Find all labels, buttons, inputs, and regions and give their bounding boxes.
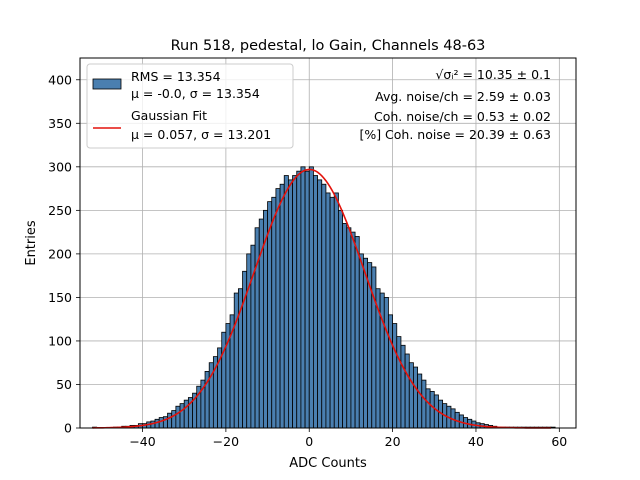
histogram-bar [383, 297, 389, 429]
histogram-bar [350, 231, 356, 429]
noise-annotations: √σᵢ² = 10.35 ± 0.1 Avg. noise/ch = 2.59 … [359, 67, 551, 142]
histogram-bar [313, 175, 318, 429]
histogram-bar [317, 179, 323, 429]
histogram-bar [233, 292, 239, 429]
annotation-avg-noise: Avg. noise/ch = 2.59 ± 0.03 [375, 89, 551, 104]
histogram-bar [421, 379, 427, 429]
plot-frame [79, 57, 577, 429]
legend-rms-label: RMS = 13.354 [131, 69, 221, 84]
chart-title: Run 518, pedestal, lo Gain, Channels 48-… [171, 38, 486, 54]
y-tick-label: 250 [48, 203, 72, 218]
histogram-bar [279, 183, 285, 429]
histogram-bar [417, 373, 423, 429]
y-tick-label: 350 [48, 116, 72, 131]
histogram-bar [329, 196, 335, 429]
histogram-bar [413, 366, 419, 429]
histogram-bar [296, 170, 302, 429]
y-tick-label: 400 [48, 72, 72, 87]
x-axis-label: ADC Counts [289, 456, 367, 471]
histogram-bar [425, 388, 431, 429]
x-tick-label: 0 [305, 434, 313, 449]
y-tick-label: 150 [48, 290, 72, 305]
histogram-bar [283, 175, 289, 429]
histogram-bar [396, 336, 402, 429]
histogram-bar [379, 292, 385, 429]
histogram-bar [154, 418, 160, 429]
y-tick-label: 100 [48, 333, 72, 348]
histogram-bar [371, 266, 377, 429]
histogram-bar [308, 166, 314, 429]
histogram-bar [333, 192, 339, 429]
histogram-bar [404, 353, 410, 429]
x-tick-label: 40 [468, 434, 484, 449]
y-tick-label: 200 [48, 246, 72, 261]
y-tick-label: 0 [64, 421, 72, 436]
histogram-bar [246, 253, 252, 429]
gaussian-fit-curve [92, 168, 551, 429]
legend-histogram-stats: μ = -0.0, σ = 13.354 [131, 86, 260, 101]
annotation-sigma-sum: √σᵢ² = 10.35 ± 0.1 [435, 67, 551, 82]
histogram-bar [400, 344, 406, 429]
histogram-bar [321, 183, 327, 429]
histogram-bar [158, 417, 164, 429]
histogram-bar [363, 257, 368, 429]
histogram-bar [325, 192, 331, 429]
x-tick-label: 20 [385, 434, 401, 449]
histogram-bar [175, 405, 181, 429]
legend-box [86, 63, 294, 149]
histogram-bar [358, 253, 364, 429]
histogram-bar [271, 196, 277, 429]
histogram-bar [179, 403, 185, 429]
legend-fit-label: Gaussian Fit [131, 108, 207, 123]
histogram-bar [342, 223, 348, 429]
histogram-bar [183, 399, 189, 429]
histogram-bar [408, 362, 414, 429]
histogram-bar [167, 412, 173, 429]
y-axis-label: Entries [24, 220, 39, 266]
x-tick-label: 60 [551, 434, 567, 449]
y-tick-label: 300 [48, 159, 72, 174]
legend-histogram-swatch [92, 78, 122, 90]
histogram-bar [275, 188, 281, 429]
legend-fit-stats: μ = 0.057, σ = 13.201 [131, 127, 271, 142]
histogram-bar [292, 175, 298, 429]
histogram-bar [346, 227, 352, 429]
annotation-coh-noise: Coh. noise/ch = 0.53 ± 0.02 [374, 109, 551, 124]
x-tick-label: −40 [129, 434, 155, 449]
histogram-bar [267, 201, 273, 429]
legend: RMS = 13.354 μ = -0.0, σ = 13.354 Gaussi… [86, 63, 294, 149]
histogram-bar [338, 209, 343, 429]
x-tick-label: −20 [213, 434, 239, 449]
histogram-bar [300, 166, 306, 429]
histogram-bar [288, 179, 293, 429]
histogram-bar [392, 323, 398, 429]
histogram-bar [388, 314, 394, 429]
histogram-bar [171, 410, 177, 429]
x-axis-ticks: −40 −20 0 20 40 60 [129, 428, 567, 449]
y-axis-ticks: 0 50 100 150 200 250 300 350 400 [48, 72, 80, 436]
histogram-bar [354, 236, 360, 429]
annotation-coh-noise-percent: [%] Coh. noise = 20.39 ± 0.63 [359, 127, 551, 142]
histogram-bar [429, 391, 435, 429]
y-tick-label: 50 [56, 377, 72, 392]
histogram-bar [304, 170, 310, 429]
